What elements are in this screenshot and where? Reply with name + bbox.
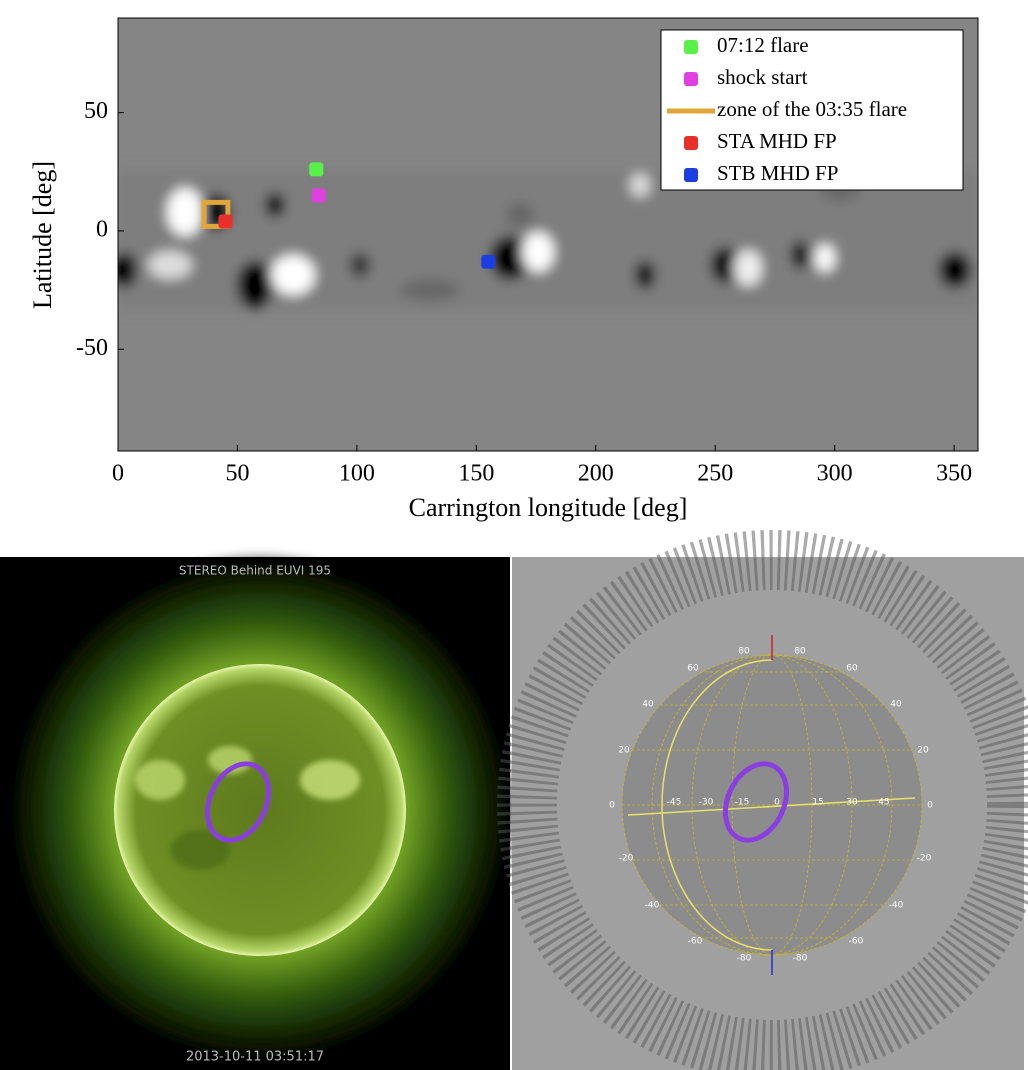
grid-label: -15 <box>735 798 750 808</box>
x-tick-label: 150 <box>458 461 494 487</box>
grid-label: -30 <box>699 798 714 808</box>
grid-label: 60 <box>846 664 858 674</box>
grid-label: -40 <box>645 901 660 911</box>
y-tick-label: 0 <box>96 216 108 242</box>
magnetogram-panel: 80 80 60 60 40 40 20 20 0 0 -20 -20 -40 -40 -60 -60 -80 -… <box>497 530 1028 1070</box>
x-tick-label: 0 <box>112 461 124 487</box>
point <box>481 254 496 269</box>
x-axis-label: Carrington longitude [deg] <box>409 493 688 522</box>
legend-label: STA MHD FP <box>717 129 837 153</box>
point <box>218 214 233 229</box>
region-ellipse <box>205 761 271 843</box>
grid-label: 40 <box>642 700 654 710</box>
legend-label: shock start <box>717 65 808 89</box>
legend-label: zone of the 03:35 flare <box>717 97 907 121</box>
grid-label: 20 <box>917 746 929 756</box>
panel-timestamp: 2013-10-11 03:51:17 <box>186 1050 324 1065</box>
point <box>309 162 324 177</box>
grid-label: 40 <box>890 700 902 710</box>
x-tick-label: 300 <box>817 461 853 487</box>
grid-label: 0 <box>774 798 780 808</box>
grid-label: 0 <box>927 801 933 811</box>
region-ellipse <box>723 761 789 843</box>
grid-label: 80 <box>794 647 806 657</box>
grid-label: -20 <box>619 854 634 864</box>
x-tick-label: 350 <box>936 461 972 487</box>
grid-label: -60 <box>688 937 703 947</box>
legend-label: STB MHD FP <box>717 161 838 185</box>
legend-swatch <box>684 136 698 150</box>
grid-label: -40 <box>889 901 904 911</box>
grid-label: 80 <box>738 647 750 657</box>
grid-label: -45 <box>667 798 682 808</box>
grid-label: 0 <box>609 801 615 811</box>
panel-title: STEREO Behind EUVI 195 <box>179 564 331 578</box>
y-axis-label: Latitude [deg] <box>28 161 57 309</box>
grid-label: 30 <box>846 798 858 808</box>
grid-label: 15 <box>812 798 823 808</box>
legend-swatch <box>684 40 698 54</box>
x-tick-label: 250 <box>697 461 733 487</box>
grid-labels: 80 80 60 60 40 40 20 20 0 0 -20 -20 -40 -40 -60 -60 -80 -… <box>609 647 933 964</box>
point <box>311 188 326 203</box>
grid-label: -20 <box>917 854 932 864</box>
x-tick-label: 100 <box>339 461 375 487</box>
grid-label: -80 <box>737 954 752 964</box>
zone-marker <box>201 199 231 229</box>
y-tick-label: -50 <box>76 335 108 361</box>
euvi-panel: STEREO Behind EUVI 195 2013-10-11 03:51:… <box>0 557 510 1070</box>
grid-label: 20 <box>618 746 630 756</box>
grid-label: -60 <box>849 937 864 947</box>
grid-label: 60 <box>687 664 699 674</box>
plot: 0 50 100 150 200 250 300 350 -50 0 50 <box>76 98 972 486</box>
legend: 07:12 flare shock start zone of the 03:35 … <box>660 29 964 191</box>
legend-swatch <box>684 168 698 182</box>
y-tick-label: 50 <box>84 98 108 124</box>
grid-label: 45 <box>878 798 889 808</box>
plot-frame <box>117 17 979 452</box>
x-tick-label: 50 <box>225 461 249 487</box>
grid-label: -80 <box>793 954 808 964</box>
x-tick-label: 200 <box>578 461 614 487</box>
legend-label: 07:12 flare <box>717 33 809 57</box>
legend-swatch <box>684 72 698 86</box>
